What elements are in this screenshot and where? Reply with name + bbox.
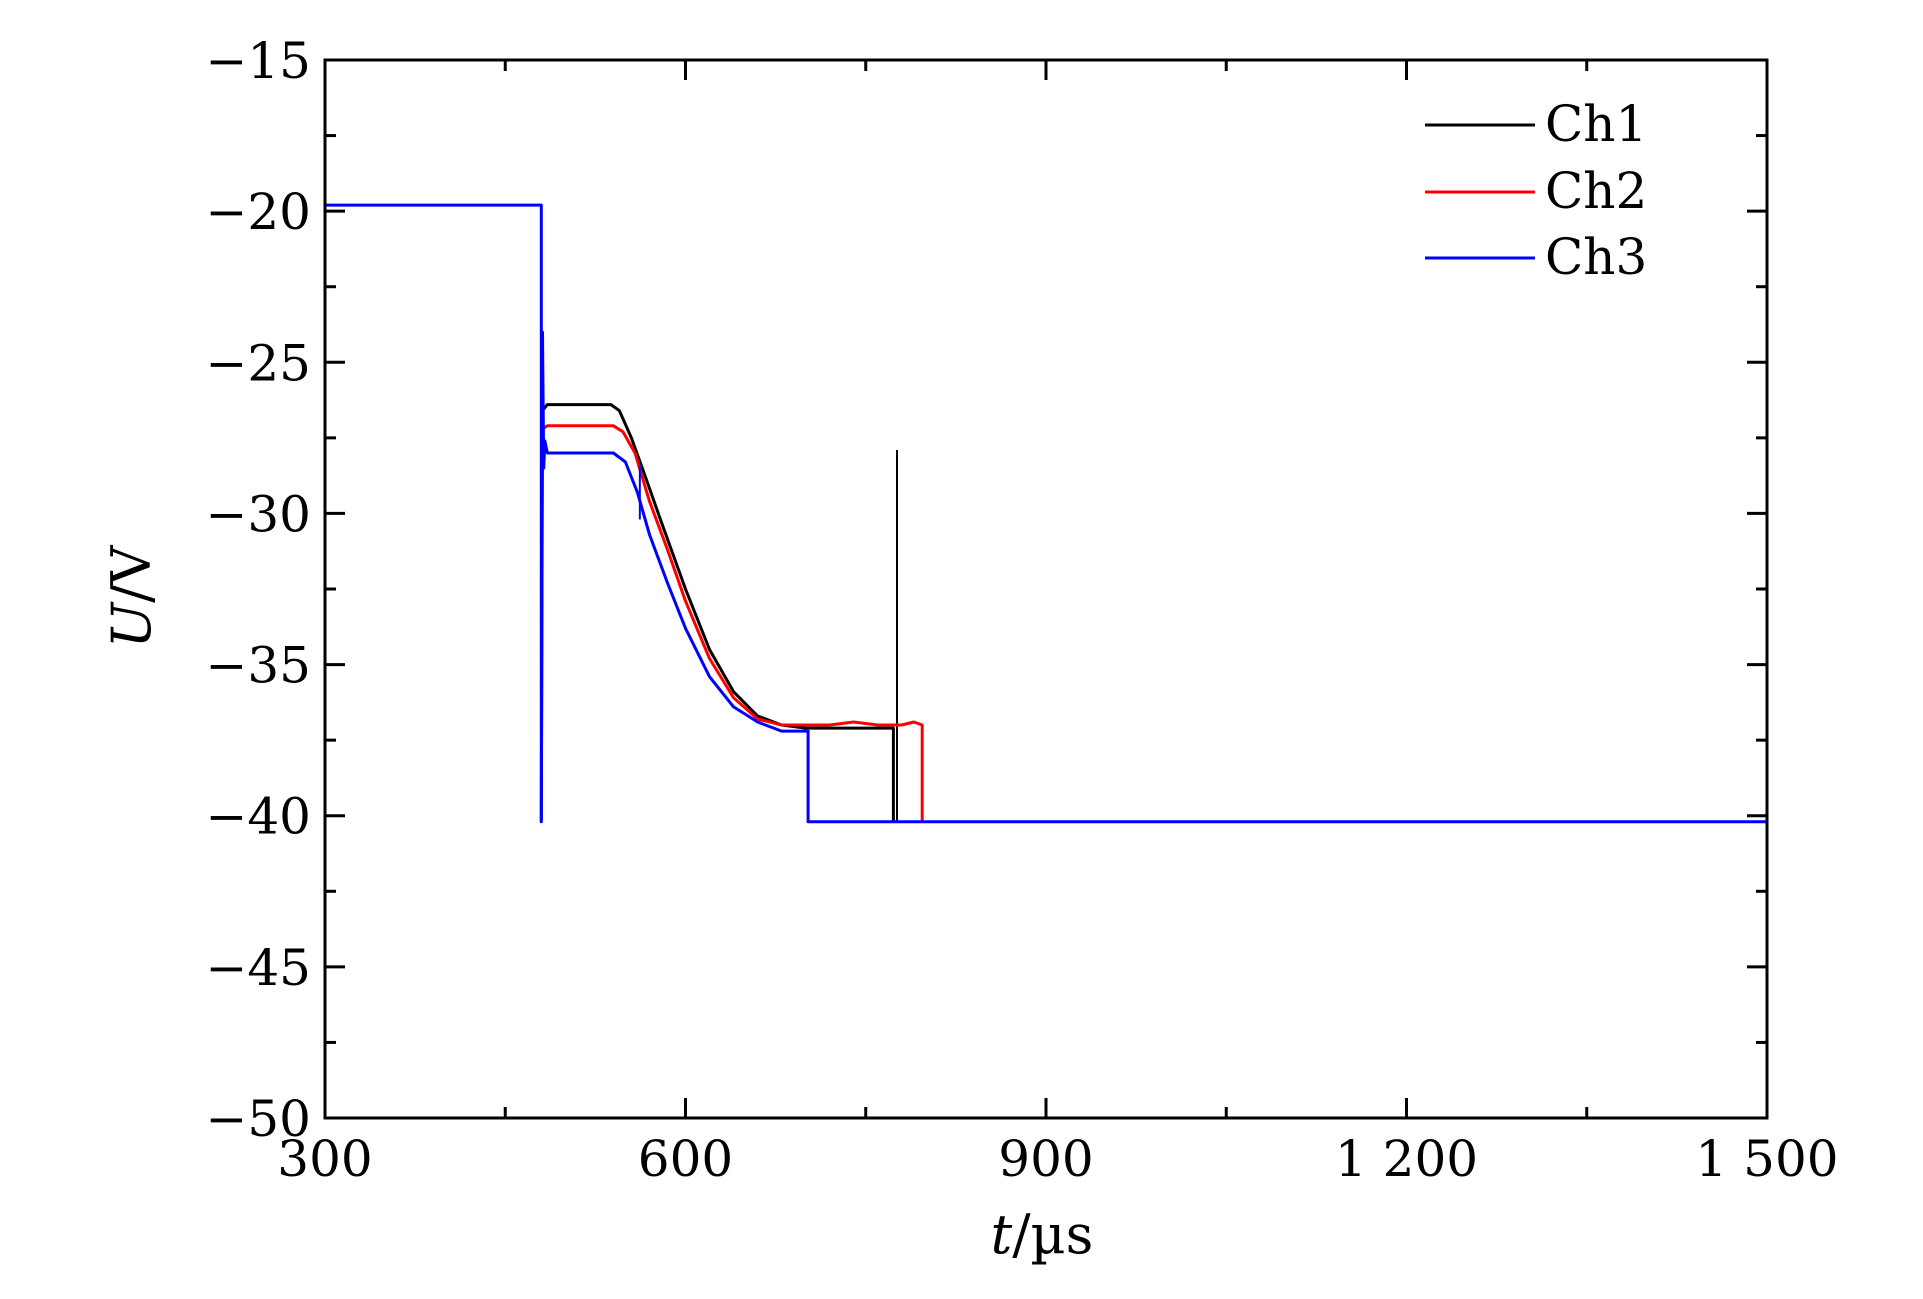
x-tick-label: 1 500 (1695, 1130, 1838, 1188)
y-axis-label: U/V (100, 545, 163, 649)
series-layer (325, 203, 1767, 824)
x-tick-label: 1 200 (1335, 1130, 1478, 1188)
x-tick-label: 300 (277, 1130, 372, 1188)
y-tick-label: −45 (205, 939, 311, 997)
legend-label-ch2: Ch2 (1545, 162, 1647, 220)
x-tick-label: 600 (638, 1130, 733, 1188)
y-tick-label: −25 (205, 334, 311, 392)
y-tick-label: −15 (205, 32, 311, 90)
x-axis-var: t (991, 1203, 1013, 1266)
y-tick-label: −20 (205, 183, 311, 241)
y-tick-label: −40 (205, 788, 311, 846)
y-tick-label: −50 (205, 1090, 311, 1148)
legend-label-ch1: Ch1 (1545, 95, 1647, 153)
series-line-ch2 (541, 424, 924, 822)
series-line-ch3 (325, 203, 1767, 824)
y-axis-var: U (100, 601, 163, 648)
x-axis-label: t/µs (991, 1203, 1094, 1266)
tick-label-layer: 300 600 900 1 200 1 500 −15 −20 −25 −30 −35 −40 −45… (205, 32, 1838, 1188)
x-tick-label: 900 (998, 1130, 1093, 1188)
legend: Ch1 Ch2 Ch3 (1425, 95, 1647, 286)
y-axis-unit: /V (100, 545, 163, 603)
plot-frame (323, 58, 1769, 1120)
legend-label-ch3: Ch3 (1545, 228, 1647, 286)
y-tick-label: −35 (205, 637, 311, 695)
x-axis-unit: /µs (1012, 1203, 1093, 1266)
series-line-ch1 (539, 403, 895, 822)
y-tick-label: −30 (205, 485, 311, 543)
